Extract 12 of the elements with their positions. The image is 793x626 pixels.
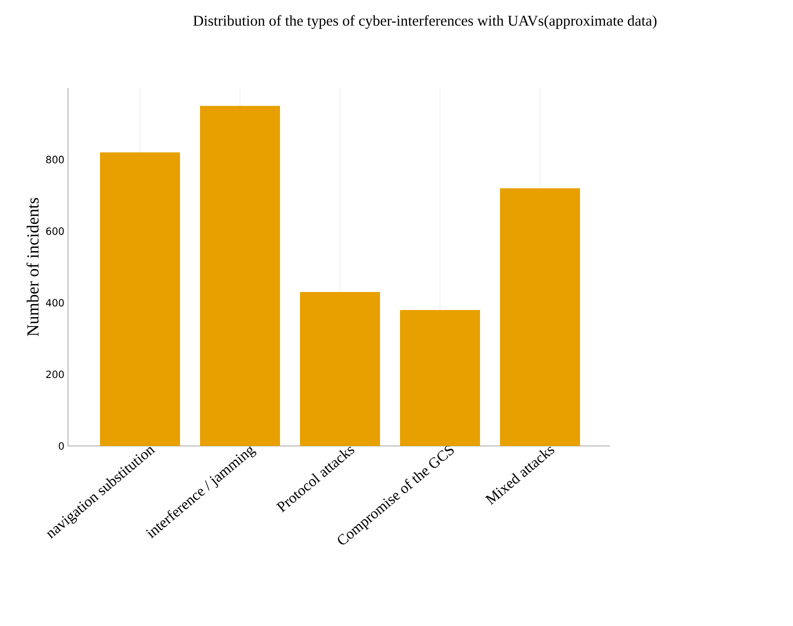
bar (500, 188, 580, 446)
y-tick-label: 600 (46, 227, 64, 235)
y-tick-label: 200 (46, 370, 64, 378)
bar (400, 310, 480, 446)
bar (200, 106, 280, 446)
y-tick-label: 400 (46, 299, 64, 307)
y-axis-title: Number of incidents (26, 198, 39, 336)
bar (100, 152, 180, 446)
chart-title: Distribution of the types of cyber-interferences with UAVs(approximate data) (193, 15, 656, 29)
y-tick-label: 800 (46, 156, 64, 164)
bar (300, 292, 380, 446)
y-tick-label: 0 (58, 442, 64, 450)
